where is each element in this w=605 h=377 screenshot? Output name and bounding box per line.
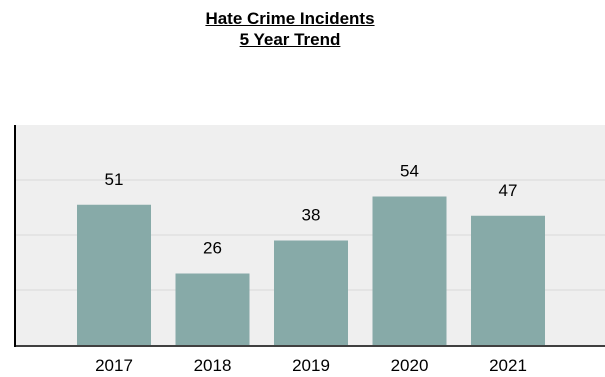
value-label-2017: 51 (105, 170, 124, 189)
bars (77, 196, 545, 345)
bar-2017 (77, 204, 151, 345)
x-tick-label-2020: 2020 (391, 356, 429, 375)
value-label-2018: 26 (203, 239, 222, 258)
value-label-2021: 47 (499, 181, 518, 200)
value-label-2020: 54 (400, 162, 419, 181)
bar-2018 (175, 273, 250, 345)
x-tick-label-2017: 2017 (95, 356, 133, 375)
bar-2020 (372, 196, 447, 345)
chart-title: Hate Crime Incidents (205, 9, 375, 28)
x-tick-label-2018: 2018 (194, 356, 232, 375)
chart-title-block: Hate Crime Incidents 5 Year Trend (0, 8, 580, 50)
value-labels: 51 26 38 54 47 (105, 162, 518, 258)
x-tick-label-2021: 2021 (489, 356, 527, 375)
chart-subtitle: 5 Year Trend (239, 30, 341, 49)
x-tick-labels: 2017 2018 2019 2020 2021 (95, 356, 527, 375)
value-label-2019: 38 (302, 206, 321, 225)
bar-2021 (471, 215, 545, 345)
bar-2019 (274, 240, 348, 345)
x-tick-label-2019: 2019 (292, 356, 330, 375)
